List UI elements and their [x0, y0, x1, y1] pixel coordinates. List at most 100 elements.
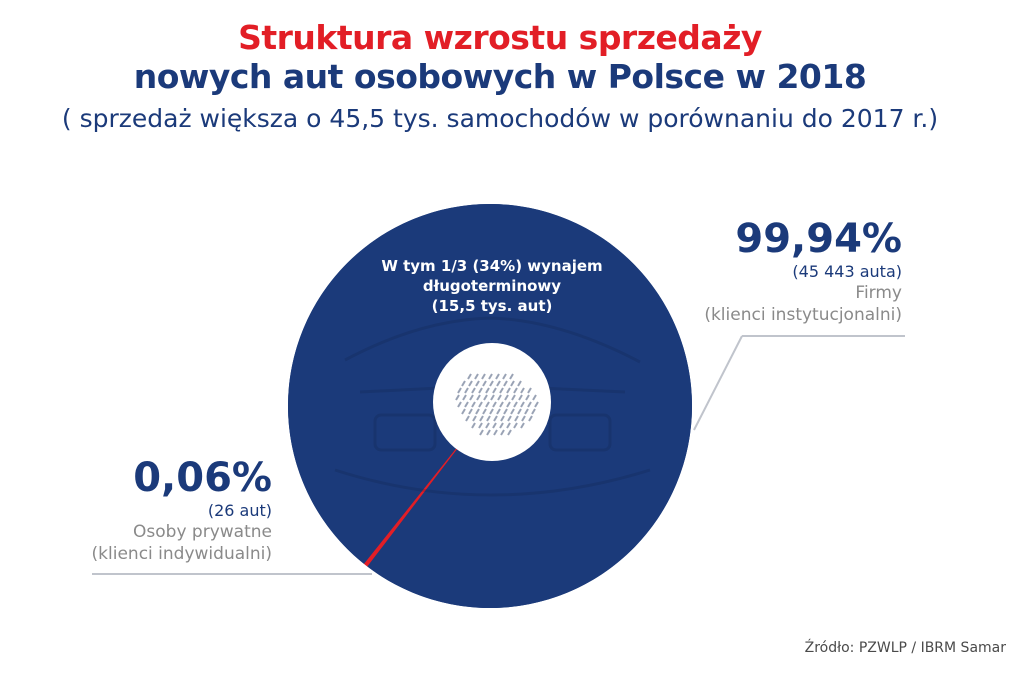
map-dash: [478, 422, 483, 429]
subcategory-firmy: (klienci instytucjonalni): [704, 305, 902, 325]
chart-title-line2: nowych aut osobowych w Polsce w 2018: [133, 57, 867, 96]
inner-annotation-line3: (15,5 tys. aut): [431, 297, 553, 315]
map-dash: [517, 408, 522, 415]
map-dash: [478, 387, 483, 394]
map-dash: [506, 401, 511, 408]
map-dash: [521, 415, 526, 422]
map-dash: [520, 422, 525, 429]
map-dash: [467, 373, 472, 380]
map-dash: [527, 387, 532, 394]
map-dash: [464, 401, 469, 408]
map-dash: [503, 380, 508, 387]
map-dash: [461, 380, 466, 387]
map-dash: [464, 387, 469, 394]
map-dash: [468, 380, 473, 387]
source-note: Źródło: PZWLP / IBRM Samar: [804, 640, 1006, 656]
map-dash: [461, 408, 466, 415]
map-dash: [492, 387, 497, 394]
map-dash: [482, 408, 487, 415]
map-dash: [513, 387, 518, 394]
map-dash: [507, 429, 512, 436]
inner-annotation-line2: długoterminowy: [422, 277, 562, 295]
map-dash: [518, 394, 523, 401]
map-dash: [510, 380, 515, 387]
map-dash: [475, 408, 480, 415]
map-dash: [490, 394, 495, 401]
category-osoby-prywatne: Osoby prywatne: [133, 522, 272, 542]
map-dash: [482, 380, 487, 387]
map-dash: [520, 387, 525, 394]
map-dash: [506, 422, 511, 429]
count-firmy: (45 443 auta): [792, 262, 902, 281]
map-dash: [520, 401, 525, 408]
map-dash: [486, 429, 491, 436]
map-dash: [489, 408, 494, 415]
count-osoby-prywatne: (26 aut): [207, 501, 272, 520]
leader-line-firmy: [693, 335, 743, 431]
map-dash: [468, 408, 473, 415]
donut-hole: [433, 343, 551, 461]
map-dash: [481, 373, 486, 380]
map-dash: [524, 408, 529, 415]
map-dash: [510, 408, 515, 415]
percent-osoby-prywatne: 0,06%: [133, 455, 272, 501]
map-dash: [517, 380, 522, 387]
map-dash: [475, 380, 480, 387]
inner-annotation-line1: W tym 1/3 (34%) wynajem: [381, 257, 603, 275]
map-dash: [500, 415, 505, 422]
map-dash: [495, 373, 500, 380]
map-dash: [471, 387, 476, 394]
map-dash: [472, 415, 477, 422]
map-dash: [471, 401, 476, 408]
chart-subtitle: ( sprzedaż większa o 45,5 tys. samochodó…: [61, 104, 939, 133]
subcategory-osoby-prywatne: (klienci indywidualni): [91, 544, 272, 564]
map-dash: [457, 387, 462, 394]
map-dash: [527, 401, 532, 408]
map-dash: [492, 422, 497, 429]
map-dash: [465, 415, 470, 422]
map-dash: [532, 394, 537, 401]
map-dash: [493, 429, 498, 436]
map-dash: [528, 415, 533, 422]
map-dash: [485, 422, 490, 429]
chart-title-line1: Struktura wzrostu sprzedaży: [238, 18, 762, 57]
map-dash: [488, 373, 493, 380]
map-dash: [531, 408, 536, 415]
map-dash: [499, 401, 504, 408]
map-dash: [489, 380, 494, 387]
map-dash: [506, 387, 511, 394]
map-dash: [496, 380, 501, 387]
category-firmy: Firmy: [855, 283, 902, 303]
label-osoby-prywatne: 0,06% (26 aut) Osoby prywatne (klienci i…: [20, 455, 272, 565]
map-dash: [503, 408, 508, 415]
map-dash: [504, 394, 509, 401]
map-dash: [478, 401, 483, 408]
car-silhouette-decoration: [334, 316, 651, 497]
map-dash: [476, 394, 481, 401]
map-dash: [483, 394, 488, 401]
map-dash: [499, 422, 504, 429]
map-dash: [469, 394, 474, 401]
map-dash: [513, 422, 518, 429]
map-dash: [502, 373, 507, 380]
map-dash: [513, 401, 518, 408]
map-dash: [457, 401, 462, 408]
map-dash: [492, 401, 497, 408]
map-dash: [525, 394, 530, 401]
map-dash: [511, 394, 516, 401]
percent-firmy: 99,94%: [735, 216, 902, 262]
map-dash: [485, 401, 490, 408]
map-dash: [493, 415, 498, 422]
map-dash: [486, 415, 491, 422]
map-dash: [479, 415, 484, 422]
poland-map-icon: [455, 373, 539, 436]
map-dash: [499, 387, 504, 394]
map-dash: [507, 415, 512, 422]
map-dash: [497, 394, 502, 401]
map-dash: [485, 387, 490, 394]
map-dash: [534, 401, 539, 408]
map-dash: [462, 394, 467, 401]
map-dash: [496, 408, 501, 415]
map-dash: [514, 415, 519, 422]
